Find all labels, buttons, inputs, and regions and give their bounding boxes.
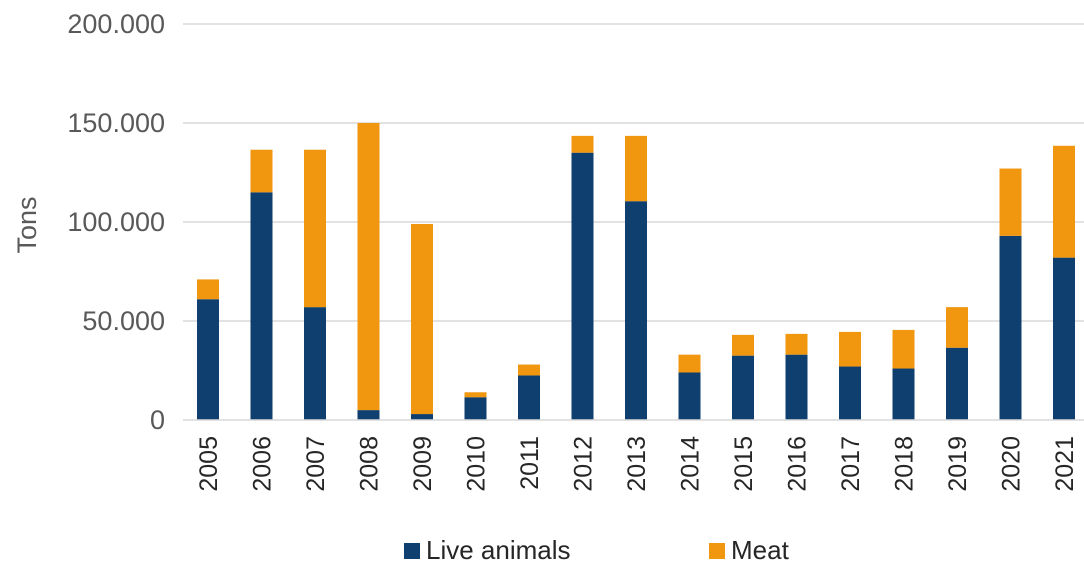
y-tick-label: 150.000 — [67, 108, 165, 138]
bar-meat — [892, 329, 915, 369]
legend-label: Meat — [731, 535, 790, 565]
x-tick-label: 2013 — [623, 436, 651, 492]
bar-meat — [357, 123, 380, 411]
bar-meat — [250, 149, 273, 193]
x-tick-label: 2020 — [998, 436, 1026, 492]
bar-meat — [464, 392, 487, 398]
y-tick-label: 50.000 — [82, 306, 165, 336]
bar-meat — [518, 364, 540, 376]
x-axis-ticks: 2005 2006 2007 2008 2009 2010 2011 2012 2013 2014… — [195, 436, 1079, 492]
bar-live-animals — [357, 410, 380, 420]
legend-swatch — [404, 543, 420, 559]
y-tick-label: 100.000 — [67, 207, 165, 237]
bar-meat — [1053, 145, 1075, 258]
bar-live-animals — [785, 354, 808, 420]
legend: Live animals Meat — [404, 535, 790, 565]
bar-live-animals — [411, 414, 433, 420]
bar-live-animals — [304, 307, 326, 420]
x-tick-label: 2012 — [570, 436, 598, 492]
legend-swatch — [709, 543, 725, 559]
bar-meat — [999, 168, 1022, 236]
bar-meat — [197, 279, 219, 300]
bar-live-animals — [197, 299, 219, 420]
y-tick-label: 200.000 — [67, 9, 165, 39]
bar-live-animals — [732, 355, 754, 420]
x-tick-label: 2021 — [1051, 436, 1079, 492]
x-tick-label: 2017 — [837, 436, 865, 492]
x-tick-label: 2009 — [409, 436, 437, 492]
x-tick-label: 2014 — [677, 436, 705, 492]
x-tick-label: 2010 — [463, 436, 491, 492]
x-tick-label: 2019 — [944, 436, 972, 492]
y-axis-ticks: 0 50.000 100.000 150.000 200.000 — [67, 9, 165, 435]
bar-live-animals — [571, 152, 594, 420]
legend-item-meat: Meat — [709, 535, 790, 565]
bar-meat — [304, 149, 326, 308]
x-tick-label: 2011 — [516, 436, 544, 490]
bar-live-animals — [892, 368, 915, 420]
bar-live-animals — [999, 235, 1022, 420]
x-tick-label: 2007 — [302, 436, 330, 492]
x-tick-label: 2005 — [195, 436, 223, 492]
bar-live-animals — [518, 375, 540, 420]
bar-live-animals — [625, 201, 647, 420]
x-tick-label: 2016 — [784, 436, 812, 492]
bar-live-animals — [1053, 257, 1075, 420]
y-axis-label: Tons — [12, 196, 42, 253]
x-tick-label: 2006 — [249, 436, 277, 492]
x-tick-label: 2008 — [356, 436, 384, 492]
x-tick-label: 2018 — [891, 436, 919, 492]
x-tick-label: 2015 — [730, 436, 758, 492]
bars — [197, 123, 1075, 420]
bar-meat — [839, 331, 861, 367]
bar-live-animals — [946, 347, 968, 420]
bar-meat — [785, 333, 808, 355]
legend-item-live-animals: Live animals — [404, 535, 571, 565]
legend-label: Live animals — [426, 535, 571, 565]
bar-meat — [571, 135, 594, 153]
bar-live-animals — [678, 372, 701, 420]
bar-live-animals — [839, 366, 861, 420]
bar-meat — [732, 334, 754, 356]
bar-meat — [411, 223, 433, 415]
y-tick-label: 0 — [150, 405, 165, 435]
bar-meat — [946, 307, 968, 348]
bar-meat — [678, 354, 701, 373]
bar-live-animals — [464, 397, 487, 420]
bar-live-animals — [250, 192, 273, 420]
bar-meat — [625, 135, 647, 202]
